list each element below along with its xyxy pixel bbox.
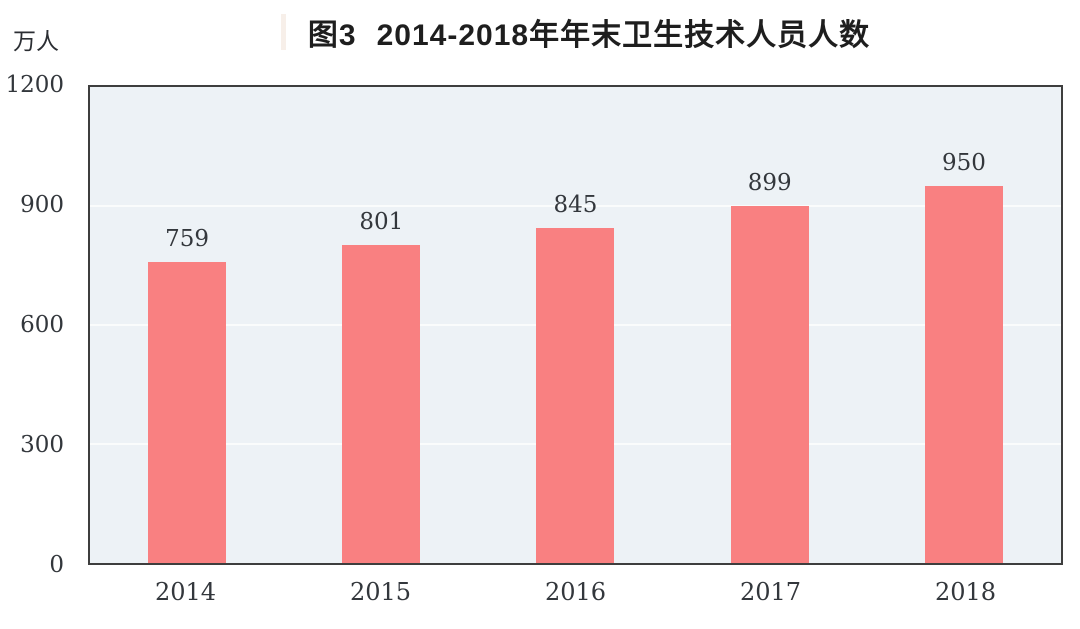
- x-tick-label: 2017: [739, 578, 802, 606]
- x-tick-label: 2014: [154, 578, 217, 606]
- x-tick-label: 2018: [934, 578, 997, 606]
- x-axis-tick-labels: 2014 2015 2016 2017 2018: [88, 572, 1063, 612]
- bar: [924, 186, 1003, 563]
- bar: [342, 245, 421, 563]
- gridline: [90, 205, 1061, 207]
- chart-title-row: 图3 2014-2018年年末卫生技术人员人数: [88, 10, 1063, 54]
- y-tick-label: 600: [20, 312, 64, 338]
- bar-group: 899: [673, 87, 867, 563]
- y-axis-unit-label: 万人: [13, 29, 59, 54]
- bar-group: 845: [478, 87, 672, 563]
- bar-group: 759: [90, 87, 284, 563]
- y-tick-label: 300: [20, 432, 64, 458]
- y-tick-label: 900: [20, 192, 64, 218]
- bar-value-label: 845: [553, 191, 598, 218]
- bar: [730, 206, 809, 563]
- bar: [148, 261, 227, 563]
- bar-group: 801: [284, 87, 478, 563]
- bar-value-label: 899: [747, 170, 792, 197]
- figure-number-label: 图3: [307, 19, 357, 52]
- bar-value-label: 759: [165, 225, 210, 252]
- plot-area: 759 801 845 899 950: [88, 85, 1063, 565]
- bar-group: 950: [867, 87, 1061, 563]
- x-tick-label: 2016: [544, 578, 607, 606]
- y-axis-tick-labels: 0 300 600 900 1200: [0, 72, 76, 578]
- title-cursor-artifact: [280, 14, 286, 50]
- x-tick-label: 2015: [349, 578, 412, 606]
- y-tick-label: 1200: [5, 72, 64, 98]
- chart-title: 2014-2018年年末卫生技术人员人数: [376, 19, 871, 52]
- y-tick-label: 0: [49, 552, 64, 578]
- bar: [536, 227, 615, 563]
- bar-value-label: 801: [359, 209, 404, 236]
- bar-value-label: 950: [941, 150, 986, 177]
